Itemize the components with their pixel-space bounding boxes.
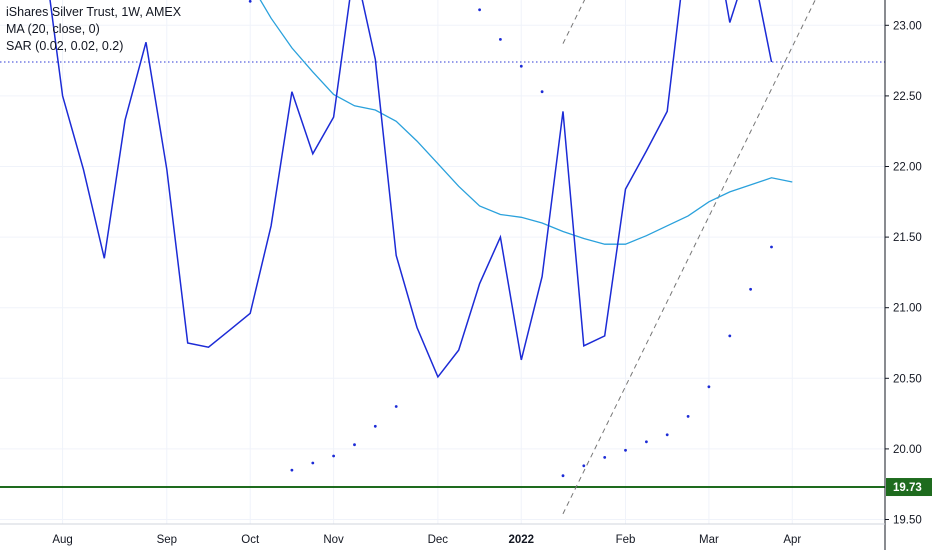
time-axis-label: Mar (699, 534, 719, 546)
sar-point (624, 448, 627, 452)
price-axis-label: 20.00 (893, 444, 922, 456)
price-axis-label: 21.00 (893, 303, 922, 315)
price-axis-label: 20.50 (893, 373, 922, 385)
chart-legend: iShares Silver Trust, 1W, AMEX MA (20, c… (6, 4, 181, 55)
time-axis-label: Feb (616, 534, 636, 546)
time-axis-label: Oct (241, 534, 260, 546)
sar-point (248, 0, 252, 3)
time-axis-label: Nov (323, 534, 344, 546)
sar-point (665, 433, 669, 437)
sar-point (540, 90, 544, 94)
time-axis-label: Aug (52, 534, 72, 546)
price-axis-label: 19.50 (893, 515, 922, 527)
sar-point (707, 385, 711, 389)
sar-point (770, 245, 773, 249)
price-axis-label: 21.50 (893, 232, 922, 244)
sar-point (686, 415, 690, 418)
sar-point (332, 454, 335, 458)
channel-lower-line[interactable] (562, 0, 832, 515)
support-price-tag (886, 478, 932, 497)
ma-line[interactable] (0, 0, 793, 245)
sar-point (582, 464, 586, 468)
sar-point (728, 334, 732, 338)
legend-sar[interactable]: SAR (0.02, 0.02, 0.2) (6, 39, 124, 53)
sar-point (394, 405, 398, 408)
sar-point (561, 474, 565, 478)
sar-point (373, 424, 377, 428)
time-axis-label: 2022 (508, 534, 534, 546)
sar-point (478, 8, 481, 12)
sar-point (519, 64, 523, 68)
support-price-label: 19.73 (893, 482, 922, 494)
legend-title[interactable]: iShares Silver Trust, 1W, AMEX (6, 5, 182, 19)
drawings-layer (0, 0, 885, 515)
sar-point (290, 468, 294, 472)
series-layer (0, 0, 793, 478)
time-axis-label: Apr (783, 534, 801, 546)
sar-point (645, 440, 648, 444)
legend-ma[interactable]: MA (20, close, 0) (6, 22, 100, 36)
sar-point (499, 38, 502, 41)
price-axis-label: 22.00 (893, 162, 922, 174)
price-line[interactable] (0, 0, 773, 379)
price-axis-label: 22.50 (893, 91, 922, 103)
sar-point (311, 461, 315, 465)
time-axis-label: Sep (157, 534, 177, 546)
sar-point (353, 443, 356, 447)
price-axis-label: 23.00 (893, 20, 922, 32)
time-axis-label: Dec (428, 534, 449, 546)
sar-point (603, 456, 607, 459)
sar-point (749, 287, 752, 291)
